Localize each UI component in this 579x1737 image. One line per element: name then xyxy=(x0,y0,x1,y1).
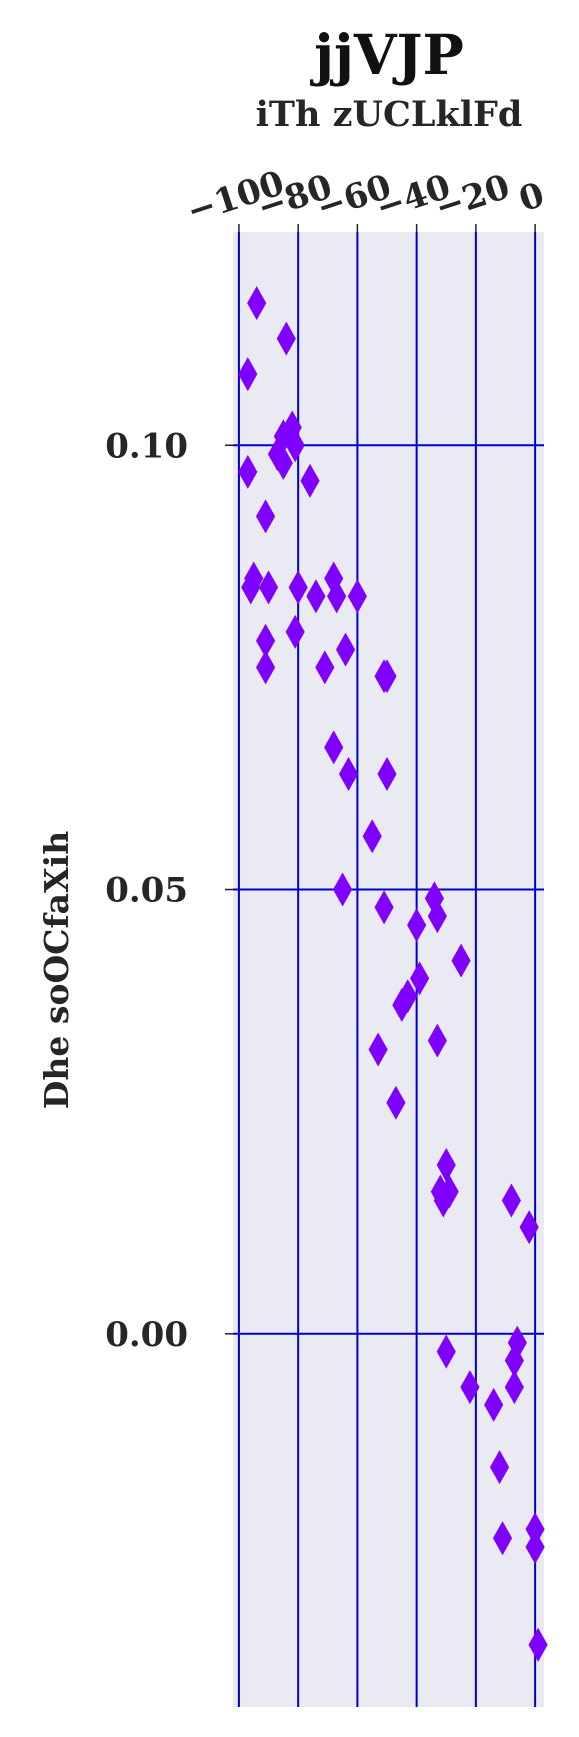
x-axis-ticks: −100−80−60−40−20 0 xyxy=(182,163,549,232)
data-point xyxy=(247,286,267,321)
plot-background xyxy=(233,232,544,1707)
data-point xyxy=(256,650,276,685)
data-points xyxy=(238,286,548,1662)
data-point xyxy=(386,1085,406,1120)
data-point xyxy=(410,961,430,996)
data-point xyxy=(492,1521,513,1556)
data-point xyxy=(489,1450,510,1485)
data-point xyxy=(484,1387,504,1422)
data-point xyxy=(427,1023,447,1058)
data-point xyxy=(258,570,279,605)
y-axis-label: Dhe soOCfaXih xyxy=(37,831,76,1109)
data-point xyxy=(256,499,276,534)
data-point xyxy=(238,357,258,392)
data-point xyxy=(368,1032,388,1067)
data-point xyxy=(451,943,471,978)
data-point xyxy=(377,756,397,792)
data-point xyxy=(315,650,335,685)
x-axis-label: iTh zUCLklFd xyxy=(256,94,523,135)
y-axis-ticks: 0.00 0.05 0.10 xyxy=(105,426,233,1355)
data-point xyxy=(347,579,367,614)
data-point xyxy=(362,819,382,854)
data-point xyxy=(238,454,258,489)
data-point xyxy=(519,1210,539,1245)
y-tick-label: 0.00 xyxy=(105,1315,188,1355)
data-point xyxy=(504,1370,524,1405)
chart-title: jjVJP xyxy=(309,22,464,87)
data-point xyxy=(528,1627,548,1662)
data-point xyxy=(300,463,320,498)
data-point xyxy=(335,632,356,667)
data-point xyxy=(338,756,359,792)
data-point xyxy=(501,1183,521,1218)
data-point xyxy=(333,872,353,907)
data-point xyxy=(525,1530,545,1565)
y-tick-label: 0.05 xyxy=(105,871,188,911)
data-point xyxy=(306,579,326,614)
data-point xyxy=(374,890,394,925)
data-point xyxy=(377,659,397,694)
data-point xyxy=(439,1174,459,1209)
y-tick-label: 0.10 xyxy=(105,426,188,466)
data-point xyxy=(241,570,261,605)
data-point xyxy=(324,730,344,765)
data-point xyxy=(427,899,447,934)
data-point xyxy=(392,988,412,1023)
data-point xyxy=(276,321,296,356)
data-point xyxy=(285,614,305,649)
x-tick-label: 0 xyxy=(514,175,549,220)
data-point xyxy=(460,1370,480,1405)
data-point xyxy=(285,428,305,463)
data-point xyxy=(327,579,347,614)
data-point xyxy=(288,570,308,605)
data-point xyxy=(273,446,293,481)
data-point xyxy=(407,908,427,943)
data-point xyxy=(436,1334,456,1369)
